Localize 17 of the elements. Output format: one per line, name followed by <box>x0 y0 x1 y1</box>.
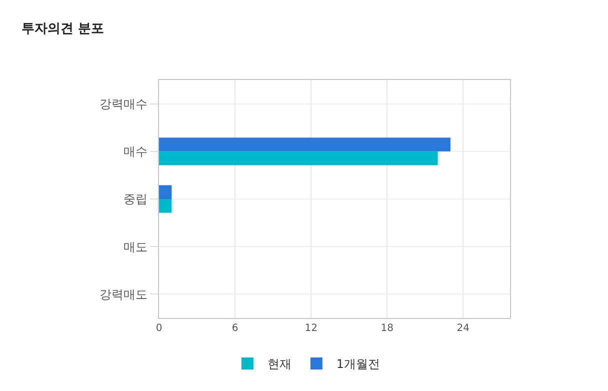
x-tick-label: 18 <box>380 323 394 334</box>
y-tick-label: 강력매수 <box>100 97 148 111</box>
x-tick-label: 12 <box>304 323 318 334</box>
legend-label: 현재 <box>267 357 292 372</box>
chart-title: 투자의견 분포 <box>21 22 104 37</box>
bar <box>159 199 172 213</box>
bar <box>159 151 438 166</box>
y-tick-label: 매수 <box>124 144 148 159</box>
bar <box>159 185 172 199</box>
x-tick-label: 0 <box>156 323 162 334</box>
legend-label: 1개월전 <box>336 357 380 372</box>
x-tick-label: 6 <box>232 323 238 334</box>
y-tick-label: 매도 <box>124 240 148 254</box>
y-tick-label: 중립 <box>124 192 148 206</box>
x-tick-label: 24 <box>456 323 470 334</box>
y-tick-label: 강력매도 <box>100 287 148 302</box>
bar <box>159 138 450 152</box>
